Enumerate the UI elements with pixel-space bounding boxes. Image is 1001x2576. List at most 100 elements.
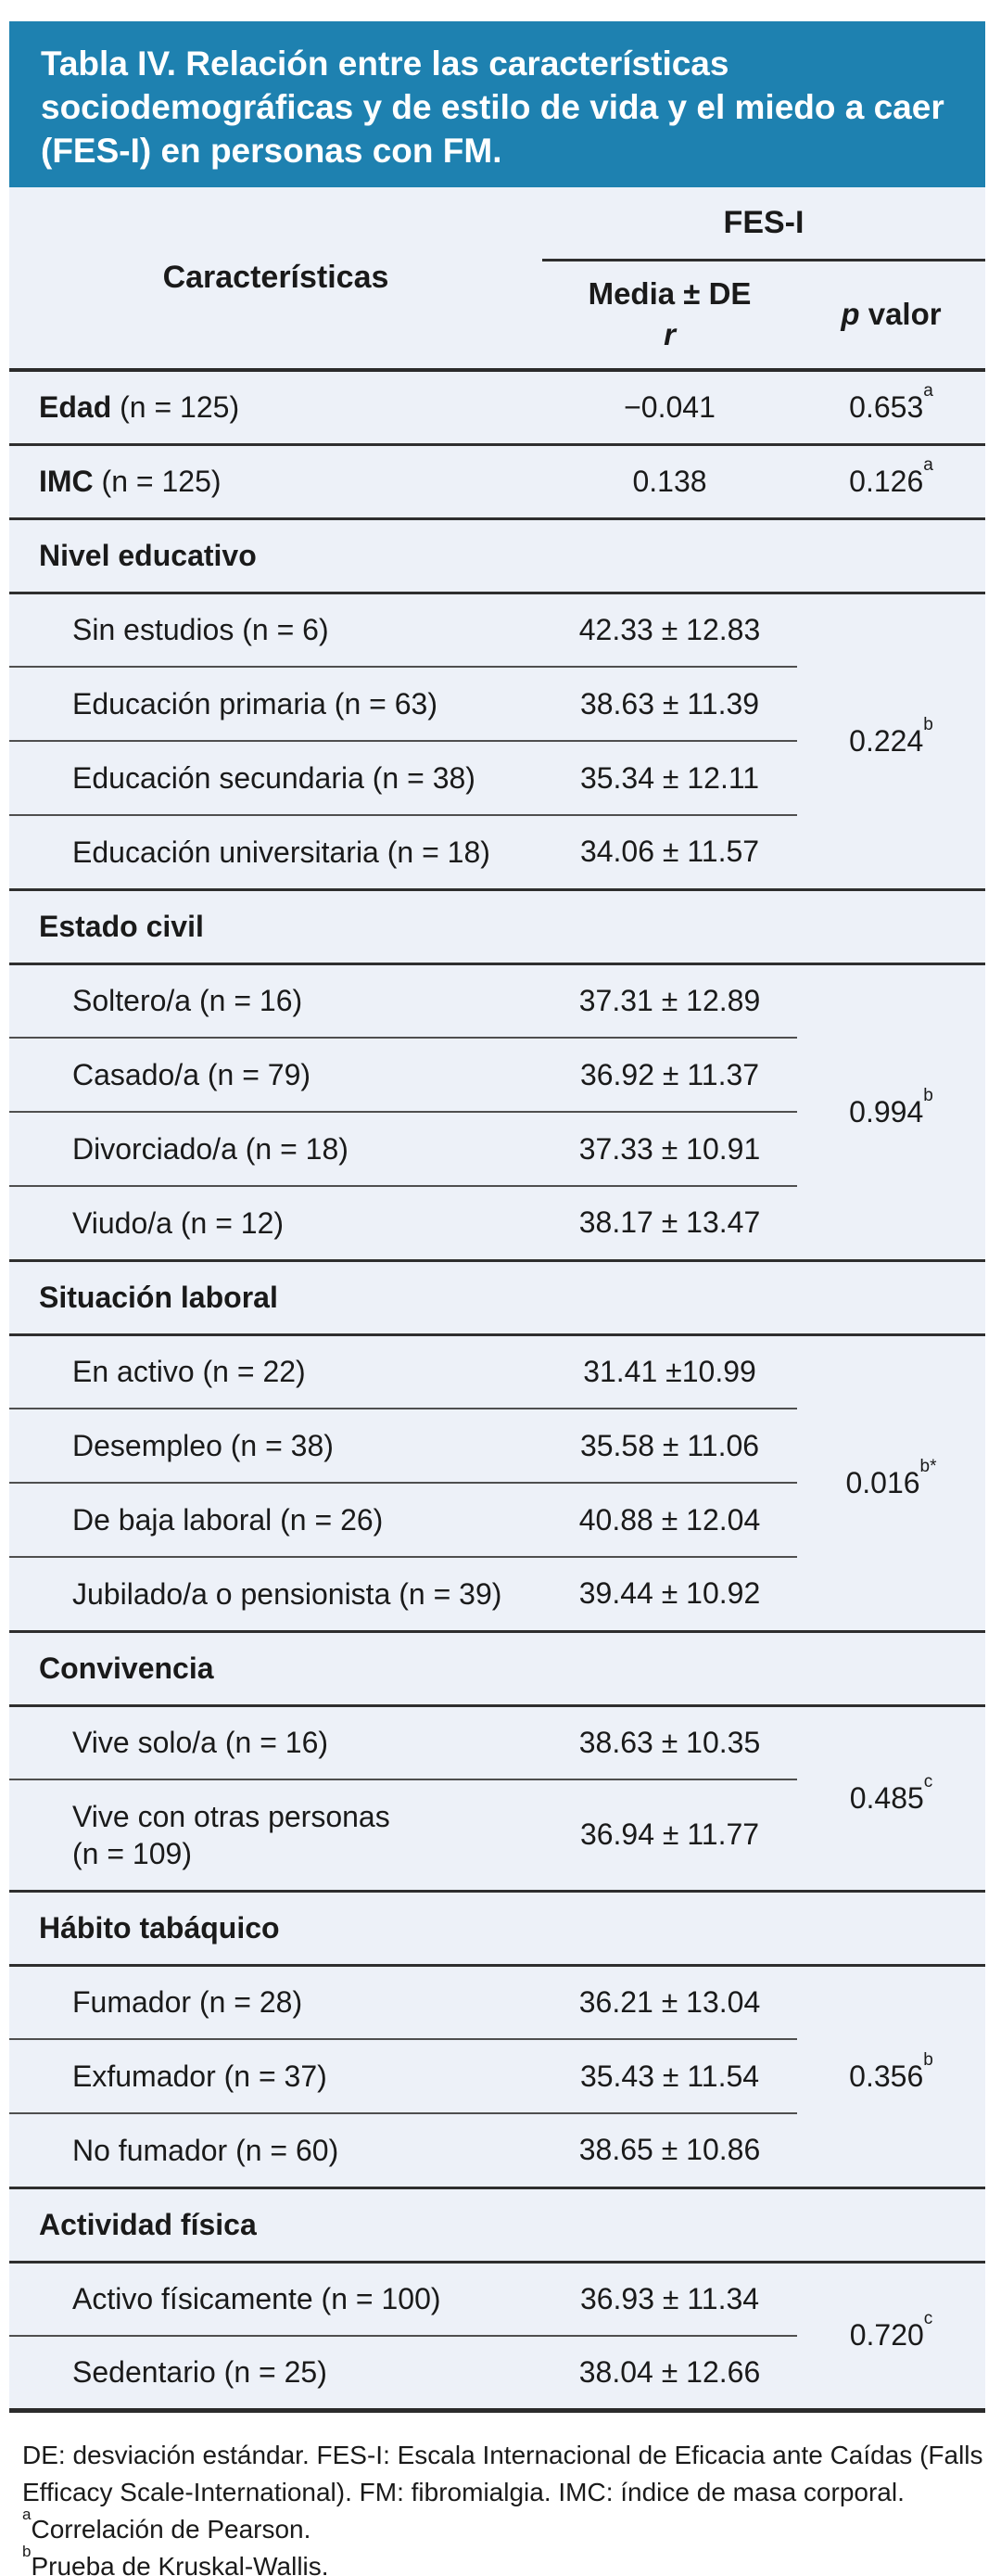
row-value: 38.04 ± 12.66 bbox=[542, 2335, 797, 2410]
col-header-p-valor: p valor bbox=[797, 260, 985, 370]
p-value-number: 0.224 bbox=[849, 723, 924, 758]
p-value-sup: b bbox=[923, 1085, 933, 1105]
p-value-sup: c bbox=[923, 2309, 933, 2329]
col-header-media-de: Media ± DE r bbox=[542, 260, 797, 370]
p-valor-rest: valor bbox=[859, 297, 942, 332]
table-row: Jubilado/a o pensionista (n = 39) 39.44 … bbox=[9, 1556, 985, 1631]
footnote-text: Correlación de Pearson. bbox=[31, 2514, 311, 2544]
row-label: Educación secundaria (n = 38) bbox=[9, 740, 542, 815]
table-row: Educación primaria (n = 63) 38.63 ± 11.3… bbox=[9, 666, 985, 741]
header-row-2: Media ± DE r p valor bbox=[9, 260, 985, 370]
row-label: Soltero/a (n = 16) bbox=[9, 962, 542, 1038]
row-label: Jubilado/a o pensionista (n = 39) bbox=[9, 1556, 542, 1631]
p-value: 0.016b* bbox=[797, 1333, 985, 1631]
row-label: Sedentario (n = 25) bbox=[9, 2335, 542, 2410]
row-value: 35.58 ± 11.06 bbox=[542, 1408, 797, 1483]
row-imc: IMC (n = 125) 0.138 0.126a bbox=[9, 442, 985, 518]
section-header: Actividad física bbox=[9, 2186, 985, 2262]
table-row: Activo físicamente (n = 100) 36.93 ± 11.… bbox=[9, 2260, 985, 2410]
footnote-marker: b bbox=[22, 2543, 32, 2561]
row-value: 42.33 ± 12.83 bbox=[542, 591, 797, 667]
p-value-number: 0.994 bbox=[849, 1094, 924, 1129]
row-label: Desempleo (n = 38) bbox=[9, 1408, 542, 1483]
row-label: Casado/a (n = 79) bbox=[9, 1037, 542, 1112]
table-row: Divorciado/a (n = 18) 37.33 ± 10.91 bbox=[9, 1111, 985, 1186]
table-row: De baja laboral (n = 26) 40.88 ± 12.04 bbox=[9, 1482, 985, 1557]
p-value: 0.485c bbox=[797, 1703, 985, 1891]
row-label: Divorciado/a (n = 18) bbox=[9, 1111, 542, 1186]
row-label-bold: Edad bbox=[39, 390, 112, 425]
row-value: 39.44 ± 10.92 bbox=[542, 1556, 797, 1631]
table-row: Educación universitaria (n = 18) 34.06 ±… bbox=[9, 814, 985, 889]
row-value: −0.041 bbox=[542, 368, 797, 444]
header-row-1: Características FES-I bbox=[9, 187, 985, 295]
table-row: Exfumador (n = 37) 35.43 ± 11.54 bbox=[9, 2038, 985, 2113]
p-value-sup: b bbox=[923, 714, 933, 734]
p-value: 0.653a bbox=[797, 368, 985, 444]
p-value-number: 0.126 bbox=[849, 464, 924, 498]
section-header: Hábito tabáquico bbox=[9, 1889, 985, 1965]
footnotes: DE: desviación estándar. FES-I: Escala I… bbox=[22, 2437, 986, 2576]
section-row-actividad-fisica: Actividad física bbox=[9, 2186, 985, 2262]
section-row-situacion-laboral: Situación laboral bbox=[9, 1258, 985, 1334]
row-label: Edad (n = 125) bbox=[9, 368, 542, 444]
row-value: 35.34 ± 12.11 bbox=[542, 740, 797, 815]
row-label: Exfumador (n = 37) bbox=[9, 2038, 542, 2113]
footnote-text: Prueba de Kruskal-Wallis. bbox=[31, 2551, 329, 2576]
row-label: En activo (n = 22) bbox=[9, 1333, 542, 1409]
row-label: IMC (n = 125) bbox=[9, 442, 542, 518]
row-label: De baja laboral (n = 26) bbox=[9, 1482, 542, 1557]
p-value: 0.126a bbox=[797, 442, 985, 518]
section-header: Estado civil bbox=[9, 887, 985, 963]
row-label-bold: IMC bbox=[39, 465, 94, 498]
table-row: Sin estudios (n = 6) 42.33 ± 12.83 0.224… bbox=[9, 591, 985, 889]
row-value: 40.88 ± 12.04 bbox=[542, 1482, 797, 1557]
row-value: 38.63 ± 10.35 bbox=[542, 1703, 797, 1779]
table-row: Desempleo (n = 38) 35.58 ± 11.06 bbox=[9, 1408, 985, 1483]
footnote-line: bPrueba de Kruskal-Wallis. bbox=[22, 2544, 986, 2576]
p-value-number: 0.016 bbox=[845, 1465, 920, 1499]
row-label: Fumador (n = 28) bbox=[9, 1963, 542, 2039]
data-table: Características FES-I Media ± DE r p valo… bbox=[9, 187, 985, 2413]
row-label: Educación universitaria (n = 18) bbox=[9, 814, 542, 889]
col-header-caracteristicas: Características bbox=[162, 260, 389, 295]
footnote-line: aCorrelación de Pearson. bbox=[22, 2506, 986, 2548]
row-label: Sin estudios (n = 6) bbox=[9, 591, 542, 667]
table-row: Sedentario (n = 25) 38.04 ± 12.66 bbox=[9, 2335, 985, 2410]
p-value-sup: a bbox=[923, 381, 933, 402]
section-header: Nivel educativo bbox=[9, 516, 985, 593]
row-label: Vive solo/a (n = 16) bbox=[9, 1703, 542, 1779]
table-row: Fumador (n = 28) 36.21 ± 13.04 0.356b bbox=[9, 1963, 985, 2187]
table-row: Viudo/a (n = 12) 38.17 ± 13.47 bbox=[9, 1185, 985, 1260]
footnote-text: DE: desviación estándar. FES-I: Escala I… bbox=[22, 2440, 983, 2506]
p-value-number: 0.720 bbox=[849, 2318, 924, 2352]
section-header: Situación laboral bbox=[9, 1258, 985, 1334]
table-row: En activo (n = 22) 31.41 ±10.99 0.016b* bbox=[9, 1333, 985, 1631]
footnote-marker: a bbox=[22, 2506, 32, 2524]
row-value: 31.41 ±10.99 bbox=[542, 1333, 797, 1409]
row-value: 37.31 ± 12.89 bbox=[542, 962, 797, 1038]
row-label: No fumador (n = 60) bbox=[9, 2112, 542, 2187]
row-label: Viudo/a (n = 12) bbox=[9, 1185, 542, 1260]
p-value-sup: a bbox=[923, 454, 933, 475]
row-value: 37.33 ± 10.91 bbox=[542, 1111, 797, 1186]
row-label: Activo físicamente (n = 100) bbox=[9, 2260, 542, 2336]
p-value-sup: c bbox=[923, 1771, 933, 1792]
p-value-number: 0.653 bbox=[849, 389, 924, 424]
p-value: 0.994b bbox=[797, 962, 985, 1260]
row-value: 36.21 ± 13.04 bbox=[542, 1963, 797, 2039]
p-value-number: 0.356 bbox=[849, 2059, 924, 2093]
p-value-sup: b* bbox=[919, 1456, 937, 1476]
row-value: 34.06 ± 11.57 bbox=[542, 814, 797, 889]
section-header: Convivencia bbox=[9, 1629, 985, 1705]
row-label: Educación primaria (n = 63) bbox=[9, 666, 542, 741]
media-de-label: Media ± DE bbox=[588, 276, 752, 312]
row-label-rest: (n = 125) bbox=[111, 390, 240, 425]
p-value: 0.224b bbox=[797, 591, 985, 889]
footnote-line: DE: desviación estándar. FES-I: Escala I… bbox=[22, 2437, 986, 2511]
row-value: 0.138 bbox=[542, 442, 797, 518]
section-row-convivencia: Convivencia bbox=[9, 1629, 985, 1705]
p-italic: p bbox=[841, 297, 860, 332]
table-row: Casado/a (n = 79) 36.92 ± 11.37 bbox=[9, 1037, 985, 1112]
